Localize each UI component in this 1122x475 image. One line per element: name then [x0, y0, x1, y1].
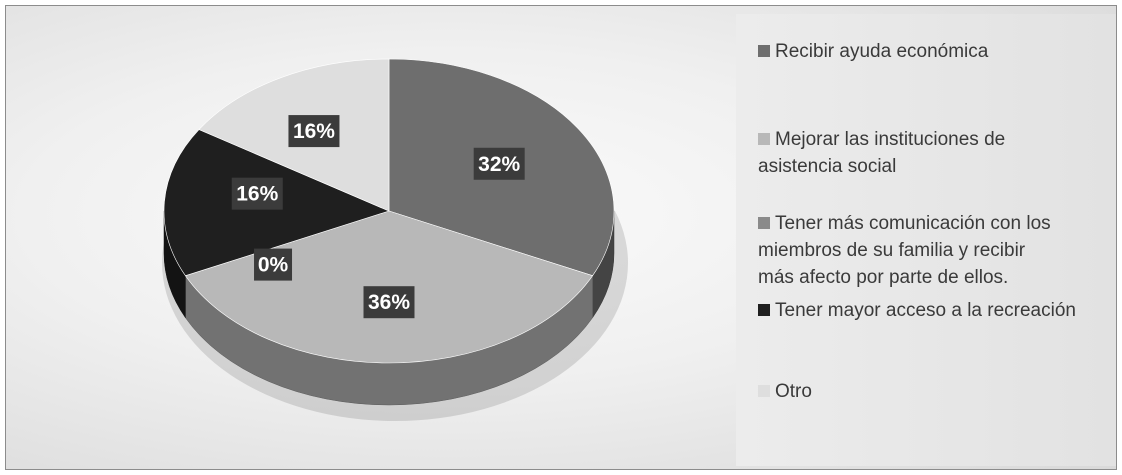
legend-line: Tener mayor acceso a la recreación [758, 297, 1108, 324]
data-label-text: 32% [478, 153, 520, 176]
legend-swatch [758, 217, 770, 229]
legend-line: miembros de su familia y recibir [758, 237, 1108, 264]
data-label-text: 36% [368, 291, 410, 314]
legend: Recibir ayuda económica Mejorar las insti… [736, 14, 1116, 466]
data-label-0: 32% [473, 147, 525, 180]
legend-label: más afecto por parte de ellos. [758, 267, 1009, 288]
data-label-3: 16% [231, 177, 283, 210]
data-label-text: 0% [258, 254, 289, 277]
legend-line: Tener más comunicación con los [758, 210, 1108, 237]
legend-item-3: Tener mayor acceso a la recreación [758, 297, 1108, 324]
legend-item-0: Recibir ayuda económica [758, 38, 1108, 65]
data-label-1: 36% [363, 286, 415, 319]
data-label-box [363, 286, 415, 319]
data-label-box [473, 147, 525, 180]
legend-label: Tener más comunicación con los [775, 213, 1051, 234]
data-label-box [231, 177, 283, 210]
data-label-2: 0% [254, 248, 293, 281]
data-label-box [288, 115, 340, 148]
legend-line: asistencia social [758, 153, 1108, 180]
legend-label: Mejorar las instituciones de [775, 129, 1006, 150]
data-label-text: 16% [236, 183, 278, 206]
legend-swatch [758, 304, 770, 316]
chart-area: 32% 36% 0% 16% 16% Recibir ayuda económica Me… [5, 5, 1117, 470]
legend-line: Otro [758, 378, 1108, 405]
legend-label: Recibir ayuda económica [775, 41, 989, 62]
data-label-4: 16% [288, 115, 340, 148]
data-label-text: 16% [293, 120, 335, 143]
legend-swatch [758, 45, 770, 57]
legend-line: más afecto por parte de ellos. [758, 264, 1108, 291]
legend-line: Recibir ayuda económica [758, 38, 1108, 65]
legend-item-4: Otro [758, 378, 1108, 405]
pie-chart: 32% 36% 0% 16% 16% [162, 58, 628, 421]
legend-swatch [758, 133, 770, 145]
legend-line: Mejorar las instituciones de [758, 126, 1108, 153]
legend-swatch [758, 385, 770, 397]
legend-label: Otro [775, 381, 812, 402]
legend-label: miembros de su familia y recibir [758, 240, 1026, 261]
data-label-box [254, 248, 293, 281]
legend-item-1: Mejorar las instituciones de asistencia s… [758, 126, 1108, 180]
legend-label: asistencia social [758, 156, 897, 177]
legend-item-2: Tener más comunicación con los miembros d… [758, 210, 1108, 291]
legend-label: Tener mayor acceso a la recreación [775, 300, 1076, 321]
